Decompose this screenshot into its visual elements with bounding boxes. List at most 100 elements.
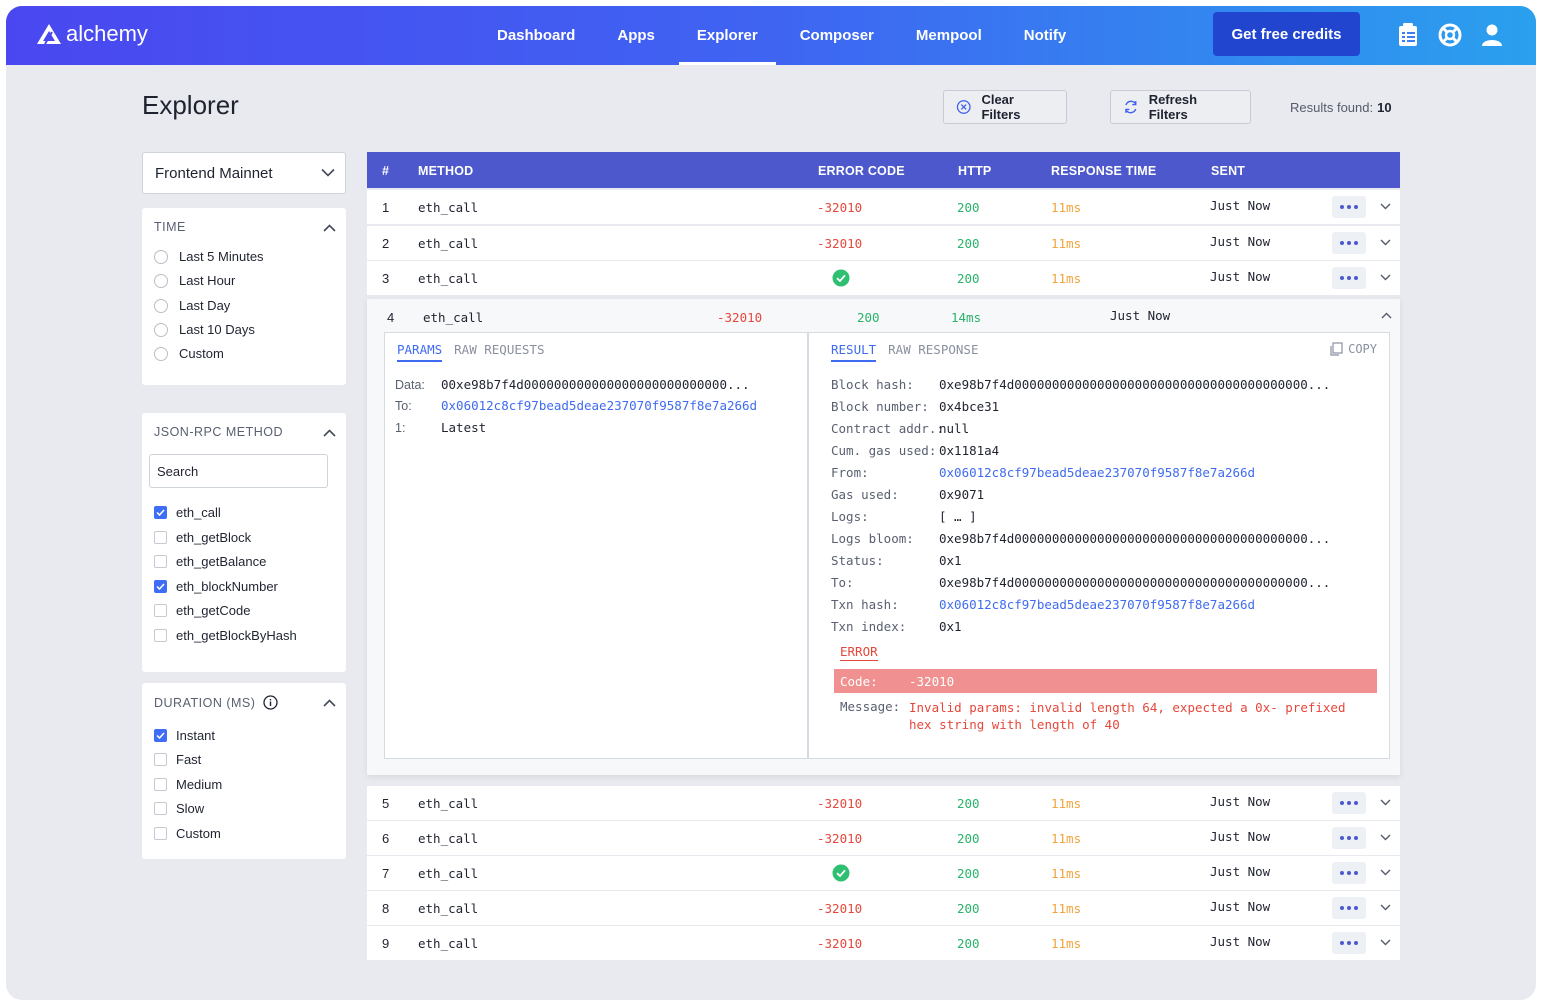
row-response-time: 11ms (1051, 271, 1082, 286)
clipboard-icon[interactable] (1397, 23, 1421, 47)
checkbox[interactable] (154, 604, 167, 617)
success-check-icon (832, 864, 850, 885)
checkbox[interactable] (154, 802, 167, 815)
brand-logo[interactable]: alchemy (36, 21, 148, 47)
checkbox[interactable] (154, 629, 167, 642)
duration-option-medium[interactable]: Medium (154, 777, 222, 792)
row-method: eth_call (418, 200, 479, 215)
result-tabs: RESULT RAW RESPONSE (831, 342, 978, 362)
result-address-link[interactable]: 0x06012c8cf97bead5deae237070f9587f8e7a26… (939, 597, 1256, 612)
results-label: Results found: (1290, 100, 1374, 115)
get-free-credits-button[interactable]: Get free credits (1213, 12, 1360, 56)
chevron-up-icon[interactable] (323, 429, 336, 437)
method-option-eth-call[interactable]: eth_call (154, 505, 221, 520)
more-options-icon[interactable] (1332, 827, 1366, 849)
table-row[interactable]: 5 eth_call -32010 200 11ms Just Now (367, 786, 1400, 820)
page-title: Explorer (142, 90, 239, 120)
more-options-icon[interactable] (1332, 792, 1366, 814)
radio-button[interactable] (154, 273, 168, 288)
time-option-custom[interactable]: Custom (154, 346, 224, 361)
time-option-last-day[interactable]: Last Day (154, 298, 230, 313)
tab-params[interactable]: PARAMS (397, 342, 443, 362)
lifebuoy-icon[interactable] (1438, 23, 1462, 47)
option-label: Last Hour (179, 273, 236, 288)
table-row[interactable]: 7 eth_call 200 11ms Just Now (367, 856, 1400, 890)
row-sent: Just Now (1210, 934, 1271, 949)
time-option-last-5-minutes[interactable]: Last 5 Minutes (154, 249, 264, 264)
option-label: Fast (176, 752, 202, 767)
nav-notify[interactable]: Notify (1023, 27, 1067, 44)
table-row[interactable]: 1 eth_call -32010 200 11ms Just Now (367, 190, 1400, 224)
table-row[interactable]: 3 eth_call 200 11ms Just Now (367, 261, 1400, 295)
chevron-down-icon[interactable] (1380, 904, 1391, 911)
tab-result[interactable]: RESULT (831, 342, 877, 362)
more-options-icon[interactable] (1332, 267, 1366, 289)
result-value: 0x1181a4 (939, 443, 1000, 458)
clear-filters-button[interactable]: Clear Filters (943, 90, 1067, 124)
table-row[interactable]: 6 eth_call -32010 200 11ms Just Now (367, 821, 1400, 855)
more-options-icon[interactable] (1332, 196, 1366, 218)
more-options-icon[interactable] (1332, 232, 1366, 254)
nav-apps[interactable]: Apps (617, 27, 655, 44)
more-options-icon[interactable] (1332, 897, 1366, 919)
duration-option-fast[interactable]: Fast (154, 752, 201, 767)
table-row[interactable]: 2 eth_call -32010 200 11ms Just Now (367, 226, 1400, 260)
row-http: 200 (957, 936, 980, 951)
chevron-up-icon[interactable] (1381, 312, 1392, 319)
user-avatar-icon[interactable] (1481, 23, 1505, 47)
refresh-filters-button[interactable]: Refresh Filters (1110, 90, 1251, 124)
radio-button[interactable] (154, 298, 168, 313)
radio-button[interactable] (154, 346, 168, 361)
duration-option-custom[interactable]: Custom (154, 826, 221, 841)
clear-filters-label: Clear Filters (981, 92, 1021, 122)
method-option-eth-blocknumber[interactable]: eth_blockNumber (154, 579, 278, 594)
chevron-up-icon[interactable] (323, 699, 336, 707)
method-option-eth-getblock[interactable]: eth_getBlock (154, 530, 251, 545)
time-option-last-10-days[interactable]: Last 10 Days (154, 322, 255, 337)
table-row[interactable]: 8 eth_call -32010 200 11ms Just Now (367, 891, 1400, 925)
chevron-down-icon[interactable] (1380, 834, 1391, 841)
info-icon[interactable] (263, 695, 279, 710)
checkbox[interactable] (154, 827, 167, 840)
result-value: 0x4bce31 (939, 399, 1000, 414)
checkbox[interactable] (154, 531, 167, 544)
checkbox[interactable] (154, 753, 167, 766)
chevron-down-icon[interactable] (1380, 274, 1391, 281)
option-label: eth_getBlockByHash (176, 628, 297, 643)
method-option-eth-getcode[interactable]: eth_getCode (154, 603, 250, 618)
checkbox-checked[interactable] (154, 580, 167, 593)
table-row[interactable]: 9 eth_call -32010 200 11ms Just Now (367, 926, 1400, 960)
method-search-input[interactable] (149, 454, 328, 488)
nav-composer[interactable]: Composer (799, 27, 874, 44)
radio-button[interactable] (154, 249, 168, 264)
checkbox-checked[interactable] (154, 506, 167, 519)
radio-button[interactable] (154, 322, 168, 337)
param-address-link[interactable]: 0x06012c8cf97bead5deae237070f9587f8e7a26… (441, 398, 758, 413)
duration-option-instant[interactable]: Instant (154, 728, 215, 743)
chevron-down-icon[interactable] (1380, 939, 1391, 946)
tab-raw-requests[interactable]: RAW REQUESTS (454, 342, 545, 357)
duration-option-slow[interactable]: Slow (154, 801, 204, 816)
method-option-eth-getbalance[interactable]: eth_getBalance (154, 554, 266, 569)
chevron-down-icon[interactable] (1380, 203, 1391, 210)
time-option-last-hour[interactable]: Last Hour (154, 273, 235, 288)
result-address-link[interactable]: 0x06012c8cf97bead5deae237070f9587f8e7a26… (939, 465, 1256, 480)
result-value: 0x1 (939, 619, 962, 634)
checkbox[interactable] (154, 778, 167, 791)
chevron-down-icon[interactable] (1380, 799, 1391, 806)
checkbox[interactable] (154, 555, 167, 568)
tab-raw-response[interactable]: RAW RESPONSE (888, 342, 979, 357)
copy-button[interactable]: COPY (1330, 342, 1377, 356)
checkbox-checked[interactable] (154, 729, 167, 742)
nav-mempool[interactable]: Mempool (915, 27, 982, 44)
nav-explorer[interactable]: Explorer (676, 6, 779, 65)
network-select[interactable]: Frontend Mainnet (142, 152, 346, 194)
nav-dashboard[interactable]: Dashboard (497, 27, 576, 44)
chevron-up-icon[interactable] (323, 224, 336, 232)
method-option-eth-getblockbyhash[interactable]: eth_getBlockByHash (154, 628, 297, 643)
more-options-icon[interactable] (1332, 932, 1366, 954)
chevron-down-icon[interactable] (1380, 239, 1391, 246)
chevron-down-icon[interactable] (1380, 869, 1391, 876)
more-options-icon[interactable] (1332, 862, 1366, 884)
result-key: Gas used: (831, 487, 899, 502)
